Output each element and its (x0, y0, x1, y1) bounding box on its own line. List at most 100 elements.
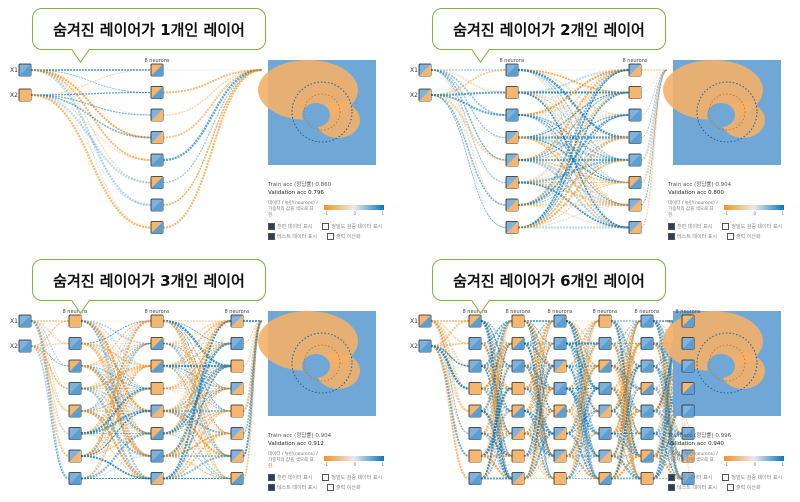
checkbox-validation[interactable]: 정밀도 검증 데이터 표시 (722, 223, 782, 231)
connection (162, 342, 232, 413)
legend-description: 데이터 / 뉴런(neurons) / 가중치의 값을 색으로 표현. (668, 452, 718, 469)
neuron-heatmap (231, 405, 243, 417)
checkbox-discretize[interactable]: 출력 이산화 (326, 484, 361, 492)
checkbox-icon[interactable] (268, 484, 275, 491)
network-diagram: 8 neurons 8 neurons 8 neurons X1 X2 (10, 309, 376, 485)
checkbox-icon[interactable] (726, 484, 734, 491)
checkbox-test[interactable]: 테스트 데이터 표시 (268, 233, 317, 241)
checkbox-icon[interactable] (726, 233, 734, 240)
checkbox-train[interactable]: 훈련 데이터 표시 (668, 223, 712, 231)
checkbox-validation[interactable]: 정밀도 검증 데이터 표시 (322, 223, 382, 231)
checkbox-test[interactable]: 테스트 데이터 표시 (668, 233, 717, 241)
checkbox-train[interactable]: 훈련 데이터 표시 (268, 474, 312, 482)
checkbox-label: 테스트 데이터 표시 (277, 234, 317, 240)
connection (162, 68, 263, 139)
checkbox-validation[interactable]: 정밀도 검증 데이터 표시 (322, 474, 382, 482)
neuron-heatmap (599, 315, 611, 327)
neuron-heatmap (151, 199, 163, 211)
neuron-heatmap (599, 472, 611, 485)
checkbox-icon[interactable] (326, 233, 334, 240)
connection (480, 409, 513, 480)
connection (80, 410, 152, 479)
neuron-heatmap (231, 337, 243, 350)
neuron-heatmap (69, 382, 81, 395)
connection (610, 343, 642, 412)
neuron-heatmap (151, 405, 163, 417)
neuron-heatmap (151, 176, 163, 189)
checkbox-train[interactable]: 훈련 데이터 표시 (268, 223, 312, 231)
connection (652, 319, 683, 413)
checkbox-discretize[interactable]: 출력 이산화 (726, 484, 761, 492)
playground-panel: 숨겨진 레이어가 3개인 레이어 8 neurons 8 neurons 8 neu… (0, 251, 400, 502)
connection (480, 342, 513, 435)
checkbox-icon[interactable] (722, 474, 730, 481)
connection (30, 69, 152, 96)
neuron-heatmap (641, 405, 653, 417)
connection (430, 93, 507, 117)
checkbox-icon[interactable] (322, 223, 330, 230)
neuron-heatmap (554, 315, 566, 327)
connection (80, 320, 152, 434)
checkbox-test[interactable]: 테스트 데이터 표시 (668, 484, 717, 492)
connection (610, 388, 642, 457)
neuron-heatmap (629, 154, 641, 166)
connection (430, 93, 507, 162)
checkbox-icon[interactable] (668, 233, 675, 240)
neuron-heatmap (469, 450, 481, 462)
checkbox-icon[interactable] (722, 223, 730, 230)
tick: 0 (353, 462, 356, 467)
connection (430, 68, 507, 94)
tick: 0 (353, 211, 356, 216)
checkbox-icon[interactable] (268, 223, 275, 230)
connection (523, 387, 555, 480)
connection (162, 69, 263, 184)
validation-acc: Validation acc 0.796 (268, 190, 324, 196)
data-points (303, 344, 341, 382)
connection (517, 69, 630, 206)
checkbox-icon[interactable] (668, 484, 675, 491)
connection (517, 114, 630, 206)
checkbox-icon[interactable] (322, 474, 330, 481)
checkbox-icon[interactable] (268, 233, 275, 240)
connection (162, 455, 232, 480)
connection (30, 320, 70, 345)
neuron-heatmap (629, 109, 641, 121)
legend-description: 데이터 / 뉴런(neurons) / 가중치의 값을 색으로 표현. (268, 452, 318, 469)
connection (480, 319, 513, 458)
neuron-heatmap (599, 337, 611, 350)
checkbox-test[interactable]: 테스트 데이터 표시 (268, 484, 317, 492)
checkbox-discretize[interactable]: 출력 이산화 (326, 233, 361, 241)
checkbox-icon[interactable] (668, 223, 675, 230)
checkbox-discretize[interactable]: 출력 이산화 (726, 233, 761, 241)
connection (430, 320, 470, 434)
connection (652, 343, 683, 434)
checkbox-icon[interactable] (668, 474, 675, 481)
neuron-heatmap (554, 472, 566, 485)
neuron-heatmap (641, 315, 653, 327)
neuron-heatmap (506, 109, 518, 121)
neuron-heatmap (151, 427, 163, 440)
connection (162, 68, 263, 162)
connection (430, 69, 507, 116)
tick: -1 (324, 211, 328, 216)
connection (162, 432, 232, 480)
color-scale (724, 205, 784, 210)
checkbox-train[interactable]: 훈련 데이터 표시 (668, 474, 712, 482)
checkbox-validation[interactable]: 정밀도 검증 데이터 표시 (722, 474, 782, 482)
connection (480, 365, 513, 480)
neuron-heatmap (512, 405, 524, 417)
connection (480, 388, 513, 479)
neuron-heatmap (151, 154, 163, 166)
connection (30, 345, 70, 434)
connection (30, 94, 152, 139)
connection (30, 345, 70, 480)
neuron-heatmap (641, 450, 653, 462)
connection (430, 345, 470, 412)
checkbox-icon[interactable] (268, 474, 275, 481)
connection (652, 410, 683, 479)
train-acc: Train acc (정답률) 0.996 (668, 433, 732, 439)
connection (80, 320, 152, 390)
checkbox-icon[interactable] (326, 484, 334, 491)
connection (480, 319, 513, 368)
neuron-heatmap (682, 405, 694, 417)
